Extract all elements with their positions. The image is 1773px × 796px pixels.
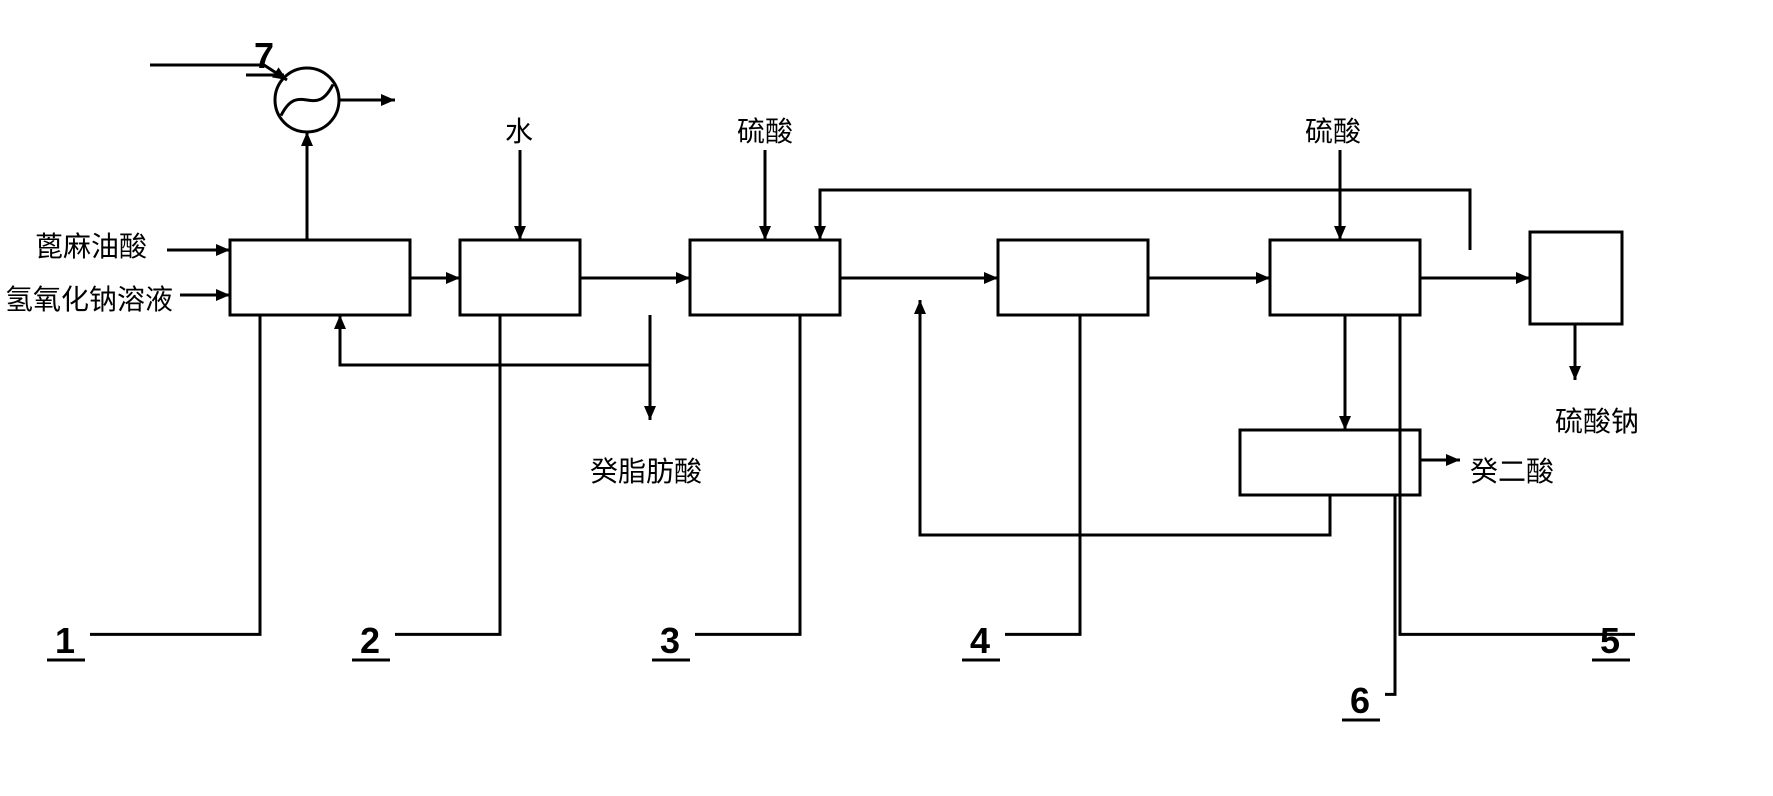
arrowhead-icon	[216, 244, 230, 256]
callout-leader	[1385, 495, 1395, 694]
label-feed1: 蓖麻油酸	[35, 225, 147, 265]
flow-edge	[920, 300, 1330, 535]
arrowhead-icon	[676, 272, 690, 284]
label-na2so4: 硫酸钠	[1555, 400, 1639, 440]
number-4: 4	[970, 620, 990, 662]
arrowhead-icon	[514, 226, 526, 240]
box-dilution	[460, 240, 580, 315]
number-7: 7	[254, 35, 274, 77]
arrowhead-icon	[216, 289, 230, 301]
callout-leader	[395, 315, 500, 634]
flow-edge	[340, 315, 650, 365]
callout-leader	[695, 315, 800, 634]
box-intermediate	[998, 240, 1148, 315]
number-6: 6	[1350, 680, 1370, 722]
box-separator	[690, 240, 840, 315]
callout-leader	[1005, 315, 1080, 634]
arrowhead-icon	[914, 300, 926, 314]
arrowhead-icon	[334, 315, 346, 329]
squiggle-icon	[281, 84, 333, 115]
arrowhead-icon	[1446, 454, 1460, 466]
label-h2so4_2: 硫酸	[1305, 110, 1361, 150]
label-water: 水	[505, 110, 533, 150]
box-product	[1240, 430, 1420, 495]
arrowhead-icon	[1516, 272, 1530, 284]
arrowhead-icon	[644, 406, 656, 420]
number-5: 5	[1600, 620, 1620, 662]
arrowhead-icon	[1256, 272, 1270, 284]
arrowhead-icon	[381, 94, 395, 106]
number-2: 2	[360, 620, 380, 662]
label-feed2: 氢氧化钠溶液	[5, 278, 173, 318]
number-3: 3	[660, 620, 680, 662]
arrowhead-icon	[984, 272, 998, 284]
box-final	[1530, 232, 1622, 324]
box-reactor	[230, 240, 410, 315]
label-sebacic: 癸二酸	[1470, 450, 1554, 490]
arrowhead-icon	[1334, 226, 1346, 240]
flow-diagram	[0, 0, 1773, 796]
callout-leader	[90, 315, 260, 634]
label-h2so4_1: 硫酸	[737, 110, 793, 150]
label-fatty: 癸脂肪酸	[590, 450, 702, 490]
arrowhead-icon	[1339, 416, 1351, 430]
number-1: 1	[55, 620, 75, 662]
arrowhead-icon	[1569, 366, 1581, 380]
arrowhead-icon	[301, 132, 313, 146]
arrowhead-icon	[814, 226, 826, 240]
arrowhead-icon	[446, 272, 460, 284]
arrowhead-icon	[759, 226, 771, 240]
box-acidify	[1270, 240, 1420, 315]
